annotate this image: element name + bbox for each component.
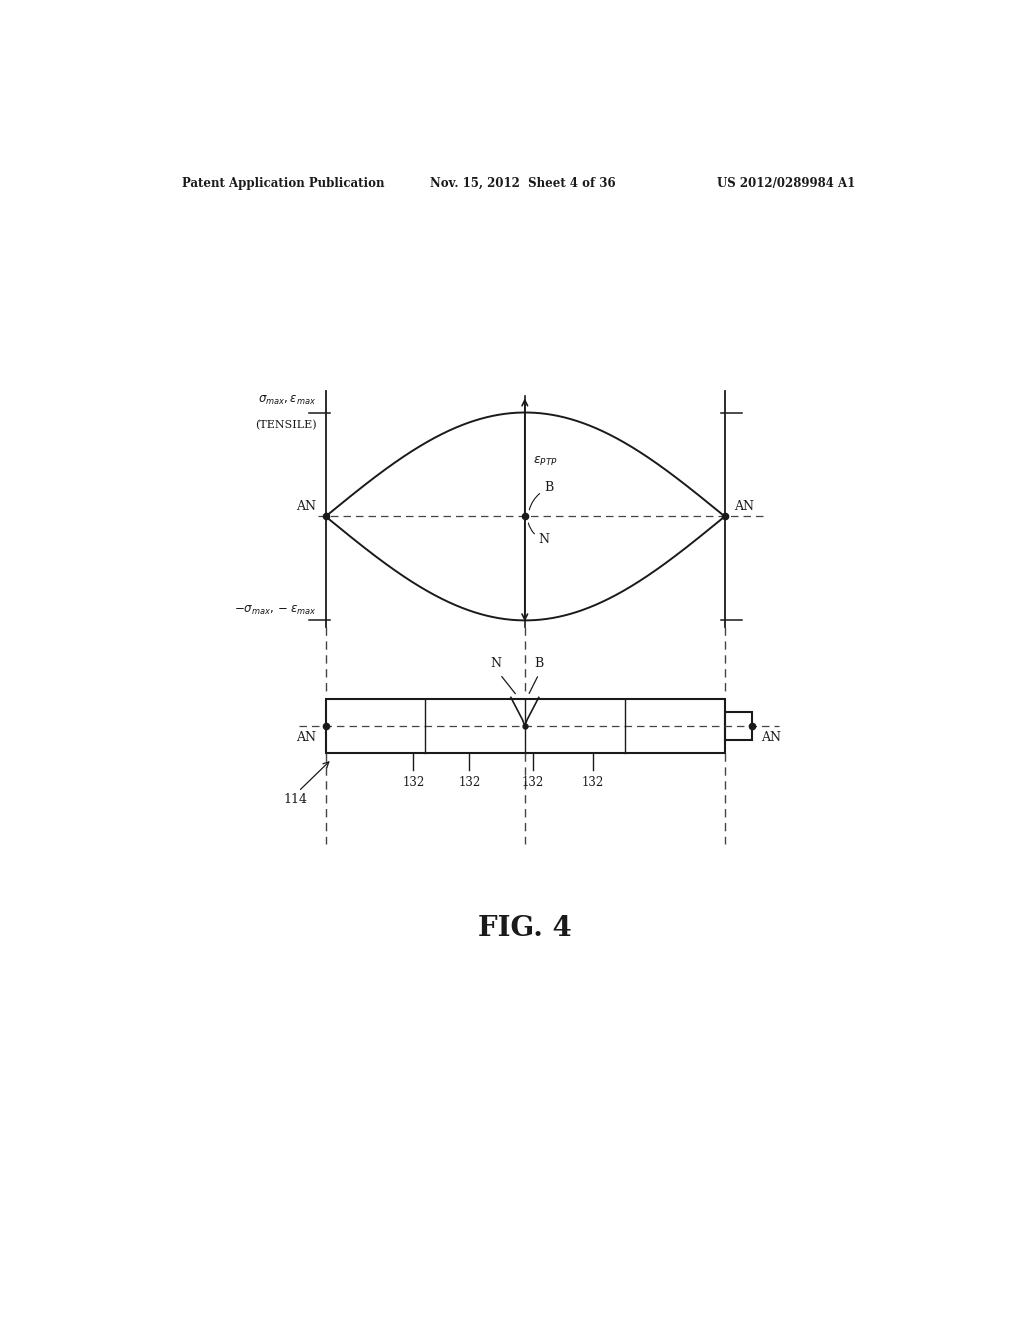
Text: FIG. 4: FIG. 4 — [478, 915, 571, 942]
Text: 132: 132 — [402, 776, 425, 789]
Text: B: B — [544, 480, 553, 494]
Text: AN: AN — [734, 499, 754, 512]
Text: $\varepsilon_{PTP}$: $\varepsilon_{PTP}$ — [532, 454, 557, 467]
Text: 114: 114 — [283, 792, 307, 805]
Bar — [725, 711, 752, 739]
Text: $-\sigma_{max},-\varepsilon_{max}$: $-\sigma_{max},-\varepsilon_{max}$ — [233, 605, 316, 618]
Text: Nov. 15, 2012  Sheet 4 of 36: Nov. 15, 2012 Sheet 4 of 36 — [430, 177, 615, 190]
Text: Patent Application Publication: Patent Application Publication — [182, 177, 385, 190]
Text: AN: AN — [296, 731, 316, 744]
Text: AN: AN — [296, 499, 316, 512]
Text: B: B — [535, 656, 544, 669]
Text: 132: 132 — [522, 776, 545, 789]
Text: N: N — [489, 656, 501, 669]
Bar — [326, 700, 725, 752]
Text: AN: AN — [761, 731, 781, 744]
Text: 132: 132 — [582, 776, 604, 789]
Text: $\sigma_{max},\varepsilon_{max}$: $\sigma_{max},\varepsilon_{max}$ — [258, 393, 316, 407]
Text: N: N — [539, 533, 550, 546]
Text: US 2012/0289984 A1: US 2012/0289984 A1 — [717, 177, 855, 190]
Text: 132: 132 — [458, 776, 480, 789]
Text: (TENSILE): (TENSILE) — [255, 420, 316, 430]
